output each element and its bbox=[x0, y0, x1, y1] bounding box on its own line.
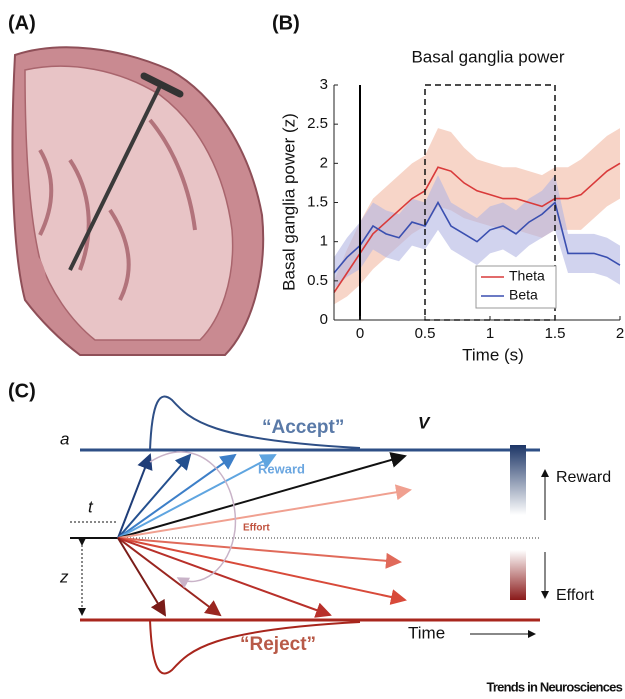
panel-label: (B) bbox=[272, 12, 300, 34]
legend-label: Beta bbox=[509, 287, 538, 303]
y-axis-label: Basal ganglia power (z) bbox=[279, 113, 298, 291]
accept-label: “Accept” bbox=[262, 417, 344, 438]
label: Effort bbox=[243, 523, 270, 534]
label: Time bbox=[408, 623, 445, 642]
y-tick-label: 3 bbox=[320, 76, 328, 93]
y-tick-label: 1.5 bbox=[307, 193, 328, 210]
chart: 0 0.5 1 1.5 2 2.5 3 0 0.5 1 1.5 2 Basal ganglia powe… bbox=[279, 47, 624, 364]
y-tick-label: 0.5 bbox=[307, 272, 328, 289]
chart-title: Basal ganglia power bbox=[411, 47, 564, 66]
y-tick-label: 0 bbox=[320, 311, 328, 328]
reject-label: “Reject” bbox=[240, 634, 316, 655]
label: z bbox=[59, 567, 69, 586]
y-tick-label: 2.5 bbox=[307, 115, 328, 132]
x-tick-label: 1.5 bbox=[545, 325, 566, 342]
x-tick-label: 0 bbox=[356, 325, 364, 342]
x-tick-label: 1 bbox=[486, 325, 494, 342]
legend-label: Theta bbox=[509, 268, 545, 284]
panel-label: (C) bbox=[8, 380, 36, 402]
brain-illustration bbox=[12, 47, 263, 355]
figure: (A) (B) (C) 0 0.5 1 1.5 2 2.5 3 0 0.5 1 1.5 2 Basal … bbox=[0, 0, 625, 699]
y-tick-label: 1 bbox=[320, 233, 328, 250]
panel-label: (A) bbox=[8, 12, 36, 34]
label: a bbox=[60, 429, 69, 448]
x-axis-label: Time (s) bbox=[462, 345, 524, 364]
x-tick-label: 0.5 bbox=[415, 325, 436, 342]
label: t bbox=[88, 497, 94, 516]
footer: Trends in Neurosciences bbox=[487, 679, 623, 694]
y-tick-label: 2 bbox=[320, 154, 328, 171]
x-tick-label: 2 bbox=[616, 325, 624, 342]
label: Effort bbox=[556, 587, 595, 604]
ddm-diagram: a t z “Accept” “Reject” V Reward Effort … bbox=[59, 397, 611, 674]
label: V bbox=[418, 413, 431, 432]
label: Reward bbox=[258, 461, 305, 476]
label: Reward bbox=[556, 469, 611, 486]
